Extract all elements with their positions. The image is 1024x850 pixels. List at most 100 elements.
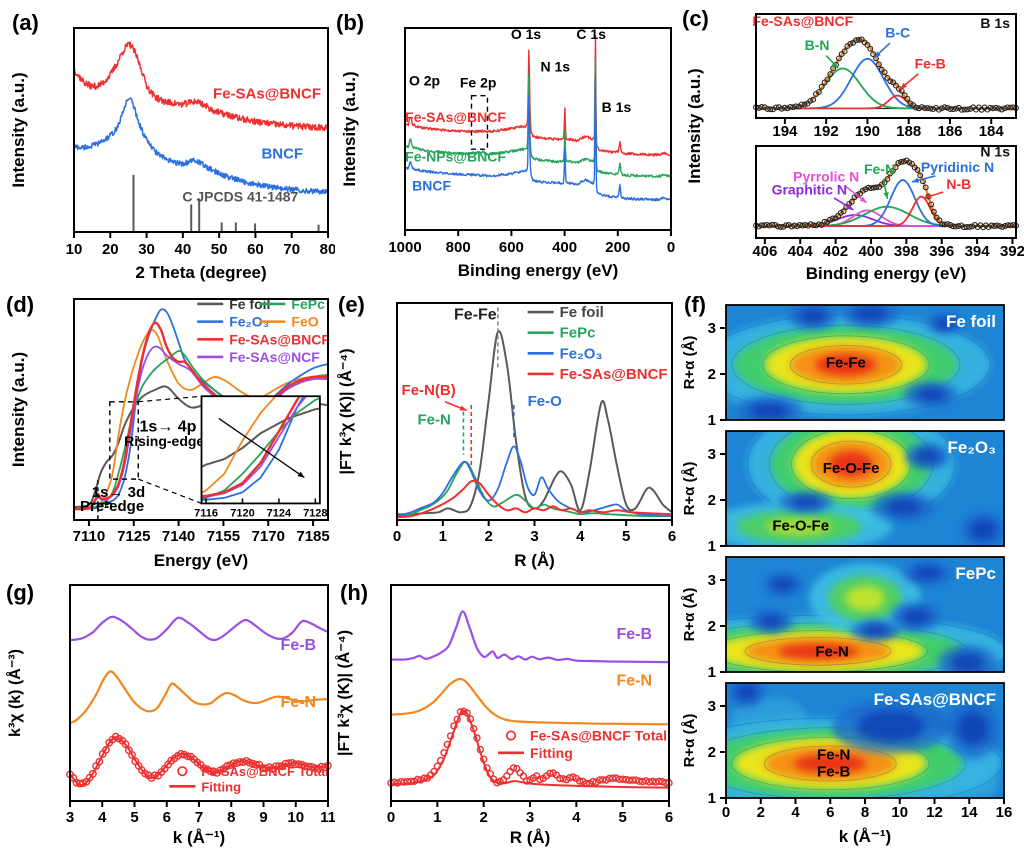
axes-g: 3 4 5 6 7 8 9 10 11 k (Å⁻¹) k³χ (k) (Å⁻³) (5, 584, 335, 847)
data-point (921, 105, 928, 112)
inset-series-feo (201, 396, 277, 494)
warm-blob (765, 517, 833, 536)
y-axis-label: Intensity (a.u.) (685, 68, 704, 183)
data-point (763, 221, 770, 228)
annotation: Pre-edge (80, 498, 144, 515)
data-point (941, 221, 948, 228)
wavelet-title: Fe-SAs@BNCF (874, 690, 996, 709)
data-point (944, 221, 951, 228)
tick-label: 396 (929, 243, 954, 260)
data-point (873, 184, 880, 191)
wavelet-panel-fe-sas-bncf (726, 683, 1004, 798)
tick-label: 1 (433, 809, 441, 826)
data-point (824, 219, 831, 226)
annotation: Fe-B (281, 637, 317, 654)
data-point (862, 186, 869, 193)
cold-blob (861, 624, 890, 637)
tick-label: 11 (320, 809, 335, 826)
tick-label: 1000 (388, 239, 421, 256)
data-point (787, 103, 794, 110)
legend-label: Fe-SAs@BNCF (560, 366, 668, 383)
connector-line (138, 395, 202, 403)
data-point (991, 223, 998, 229)
annotation: BNCF (412, 178, 451, 194)
dashed-box (109, 401, 139, 480)
data-point (993, 222, 1000, 229)
data-point (963, 224, 970, 230)
tick-label: 4 (576, 528, 585, 545)
annotation: C JPCDS 41-1487 (182, 188, 298, 204)
data-point (770, 106, 777, 113)
arrowhead (883, 192, 889, 199)
data-point (867, 185, 874, 192)
hot-blob (815, 354, 877, 376)
tick-label: 188 (896, 123, 921, 140)
tick-label: 60 (247, 241, 264, 258)
legend-label: Fe-SAs@NCF (229, 349, 320, 365)
tick-label: 7185 (296, 528, 329, 545)
tick-label: 1 (708, 412, 716, 429)
data-point (898, 158, 905, 165)
data-point (183, 752, 192, 761)
data-point (440, 748, 448, 757)
data-point (818, 83, 825, 90)
series-fe-n (69, 670, 329, 725)
data-point (799, 222, 806, 229)
data-point (850, 39, 857, 46)
series-fe-n (390, 677, 670, 726)
tick-label: 80 (320, 241, 335, 258)
data-point (996, 223, 1003, 230)
wavelet-title: Fe₂O₃ (948, 438, 996, 457)
data-point (900, 158, 907, 165)
tick-label: 2 (708, 492, 716, 509)
data-point (546, 769, 554, 778)
data-point (851, 194, 858, 201)
arrowhead (859, 196, 867, 203)
data-point (403, 777, 412, 786)
blob-label: Fe-O-Fe (772, 517, 829, 534)
data-point (294, 760, 303, 769)
series-fe2o3 (396, 445, 673, 517)
tick-label: 3 (526, 809, 534, 826)
axes-c-b1s: 194 192 190 188 186 184 (755, 13, 1017, 140)
data-point (835, 55, 842, 62)
annotation: Fe-N (281, 694, 317, 711)
data-point (938, 105, 945, 112)
data-point (102, 745, 110, 754)
wavelet-title: FePc (955, 564, 996, 583)
data-point (810, 96, 817, 103)
arrowhead (105, 500, 112, 507)
arrowhead (900, 82, 908, 89)
annotation: Fe-N (417, 412, 450, 429)
data-point (486, 770, 495, 778)
data-point (761, 104, 768, 111)
axes-e: 0 1 2 3 4 5 6 R (Å) |FT k³χ (K)| (Å⁻⁴) (336, 302, 676, 570)
annotation: Fe 2p (460, 75, 497, 91)
tick-label: 800 (446, 239, 471, 256)
legend-label: Fe-SAs@BNCF (229, 331, 330, 347)
arrowhead (297, 471, 305, 478)
legend-label: Fe₂O₃ (229, 314, 269, 330)
tick-label: 394 (965, 243, 991, 260)
data-point (199, 764, 208, 773)
panel-e-content: Fe-Fe Fe-N(B) Fe-N Fe-O Fe foil FePc Fe₂O₃ Fe-S… (396, 304, 673, 519)
data-point (878, 66, 885, 73)
plot-frame (725, 430, 1005, 547)
tick-label: 7 (195, 809, 203, 826)
tick-label: 70 (283, 241, 300, 258)
annotation: Fe-N (616, 672, 652, 689)
data-point (400, 778, 408, 786)
connector-line (138, 478, 202, 504)
data-point (766, 222, 773, 229)
series-fe-b (69, 615, 329, 642)
contour-ring (726, 727, 966, 798)
annotation: C 1s (576, 26, 606, 42)
panel-e-chart: Fe-Fe Fe-N(B) Fe-N Fe-O Fe foil FePc Fe₂O₃ Fe-S… (336, 302, 676, 570)
hot-blob (777, 643, 859, 659)
data-point (933, 214, 940, 221)
data-point (928, 201, 935, 208)
annotation: Fe-N(B) (402, 382, 456, 399)
data-point (858, 36, 865, 43)
series-path (404, 35, 672, 157)
